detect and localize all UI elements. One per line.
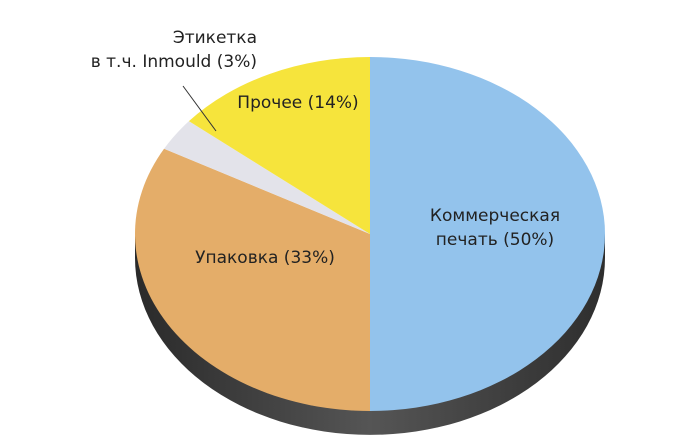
pie-slice (188, 57, 370, 234)
pie-slice (370, 57, 605, 411)
slice-label: Упаковка (33%) (195, 248, 335, 268)
pie-slice (164, 121, 370, 234)
slice-label: Коммерческая печать (50%) (430, 206, 560, 250)
slice-label: Прочее (14%) (237, 93, 358, 113)
pie-slice (135, 148, 370, 411)
leader-line (182, 85, 217, 132)
slice-label: Этикетка в т.ч. Inmould (3%) (91, 28, 257, 72)
